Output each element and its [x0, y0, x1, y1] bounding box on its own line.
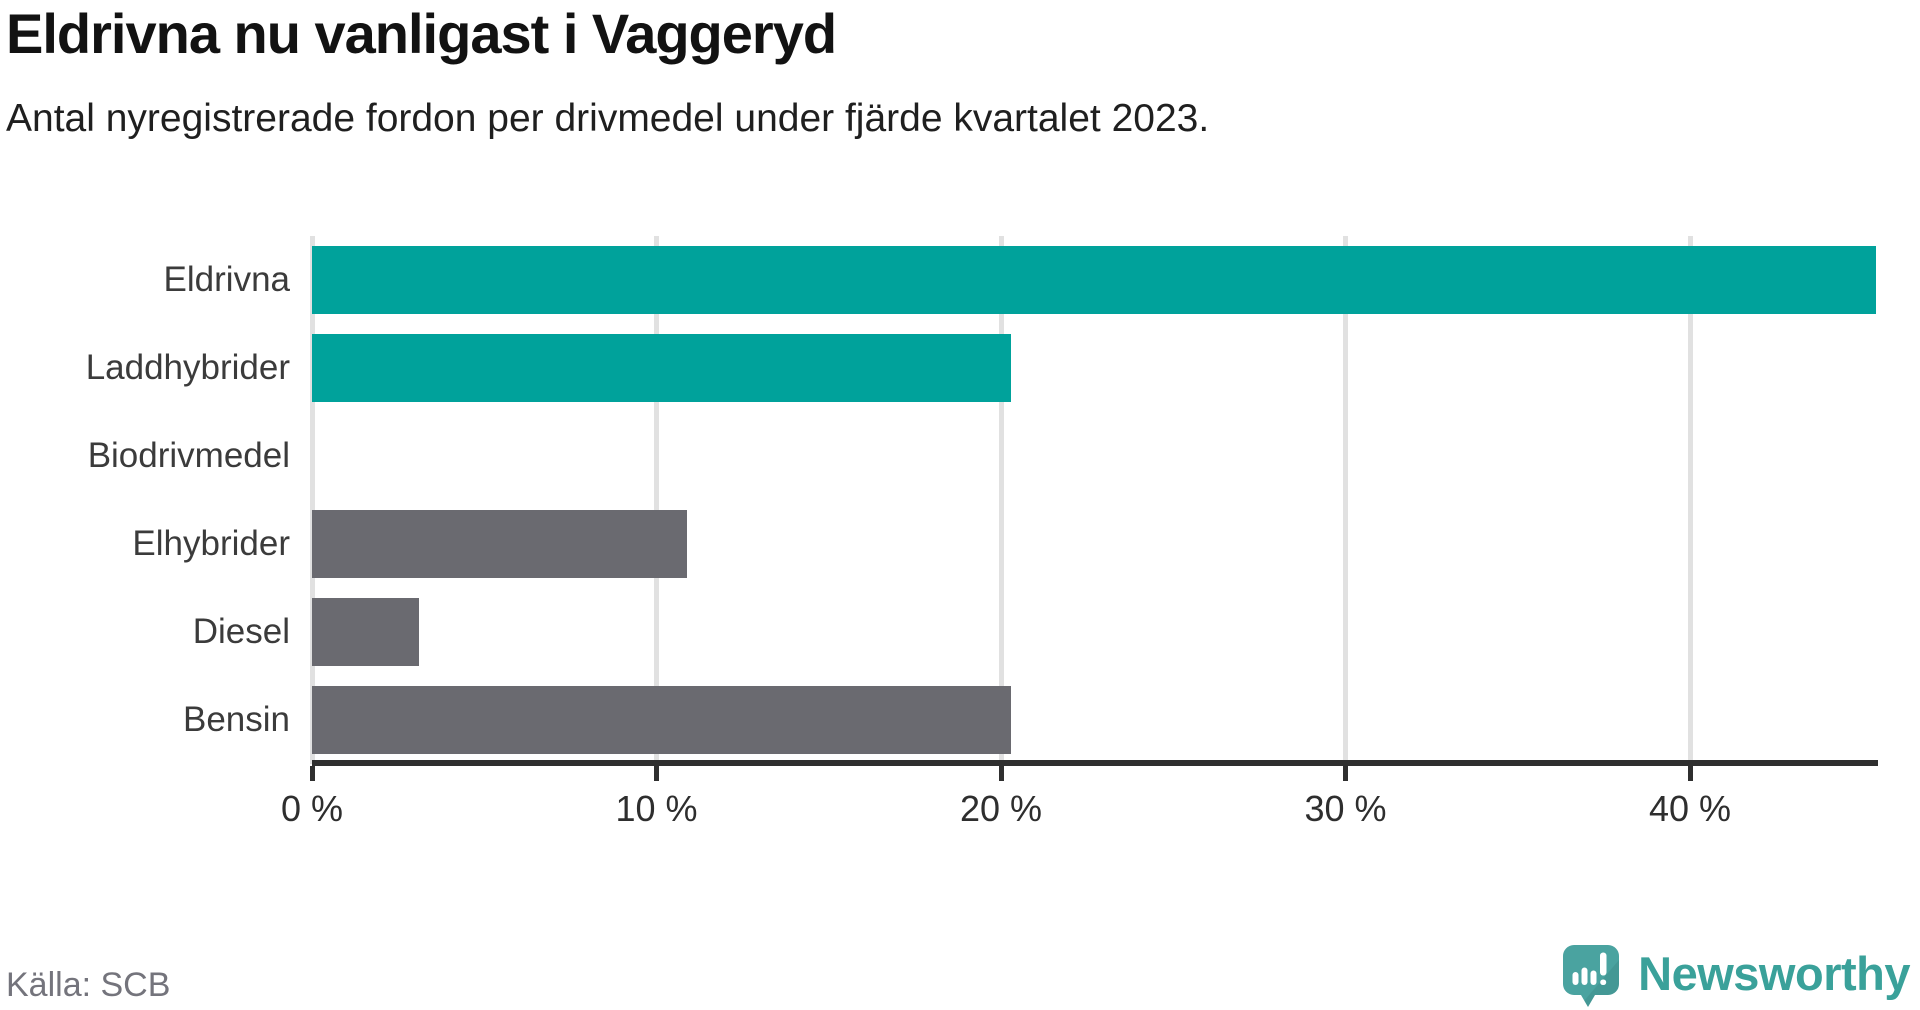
gridline-0	[310, 236, 315, 764]
newsworthy-bubble-icon	[1563, 945, 1620, 1007]
category-label: Elhybrider	[132, 524, 290, 563]
category-label: Eldrivna	[163, 260, 290, 299]
category-label: Laddhybrider	[85, 348, 290, 387]
bar-bensin	[312, 686, 1012, 754]
gridline-10	[654, 236, 660, 764]
bar-laddhybrider	[312, 334, 1012, 402]
gridline-40	[1687, 236, 1693, 764]
bar-elhybrider	[312, 510, 688, 578]
chart-subtitle: Antal nyregistrerade fordon per drivmede…	[6, 97, 1210, 140]
x-tick-label: 30 %	[1304, 788, 1387, 829]
bar-diesel	[312, 598, 419, 666]
category-label: Diesel	[192, 612, 290, 651]
gridline-20	[998, 236, 1004, 764]
x-tick-10	[654, 766, 660, 781]
x-tick-40	[1687, 766, 1693, 781]
chart-title: Eldrivna nu vanligast i Vaggeryd	[6, 2, 837, 65]
category-label: Bensin	[182, 700, 290, 739]
x-tick-30	[1343, 766, 1349, 781]
x-tick-20	[998, 766, 1004, 781]
newsworthy-wordmark: Newsworthy	[1638, 946, 1910, 1000]
x-tick-0	[310, 766, 315, 781]
source-note: Källa: SCB	[6, 966, 171, 1004]
newsworthy-logo[interactable]: Newsworthy	[1562, 944, 1910, 1008]
plot-area: Eldrivna Laddhybrider Biodrivmedel Elhybrid…	[86, 236, 1878, 829]
gridline-30	[1343, 236, 1349, 764]
x-tick-label: 0 %	[280, 788, 344, 829]
x-axis-line	[312, 760, 1878, 766]
x-tick-label: 10 %	[615, 788, 698, 829]
bar-eldrivna	[312, 246, 1876, 314]
x-tick-label: 20 %	[959, 788, 1043, 829]
category-label: Biodrivmedel	[87, 436, 290, 475]
x-tick-label: 40 %	[1648, 788, 1731, 829]
